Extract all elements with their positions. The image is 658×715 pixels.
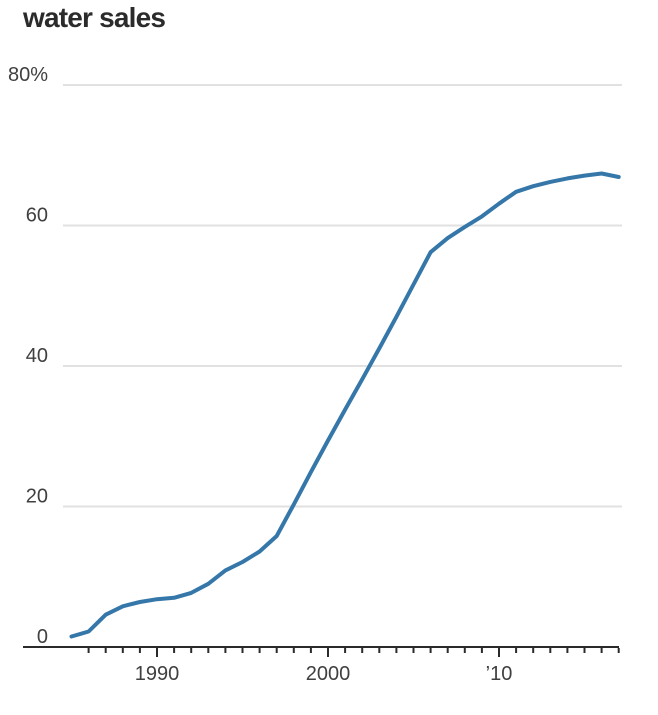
y-axis-tick-label: 80% [8, 64, 48, 86]
y-axis-tick-label: 60 [26, 205, 48, 227]
x-axis-tick-label: 2000 [306, 663, 351, 685]
chart-title: water sales [23, 2, 166, 33]
x-axis-tick-label: ’10 [486, 663, 513, 685]
y-axis-tick-label: 20 [26, 486, 48, 508]
y-axis-tick-label: 40 [26, 345, 48, 367]
water-sales-trend-line [69, 171, 621, 639]
y-axis-tick-label: 0 [37, 626, 48, 648]
x-axis-tick-label: 1990 [135, 663, 180, 685]
